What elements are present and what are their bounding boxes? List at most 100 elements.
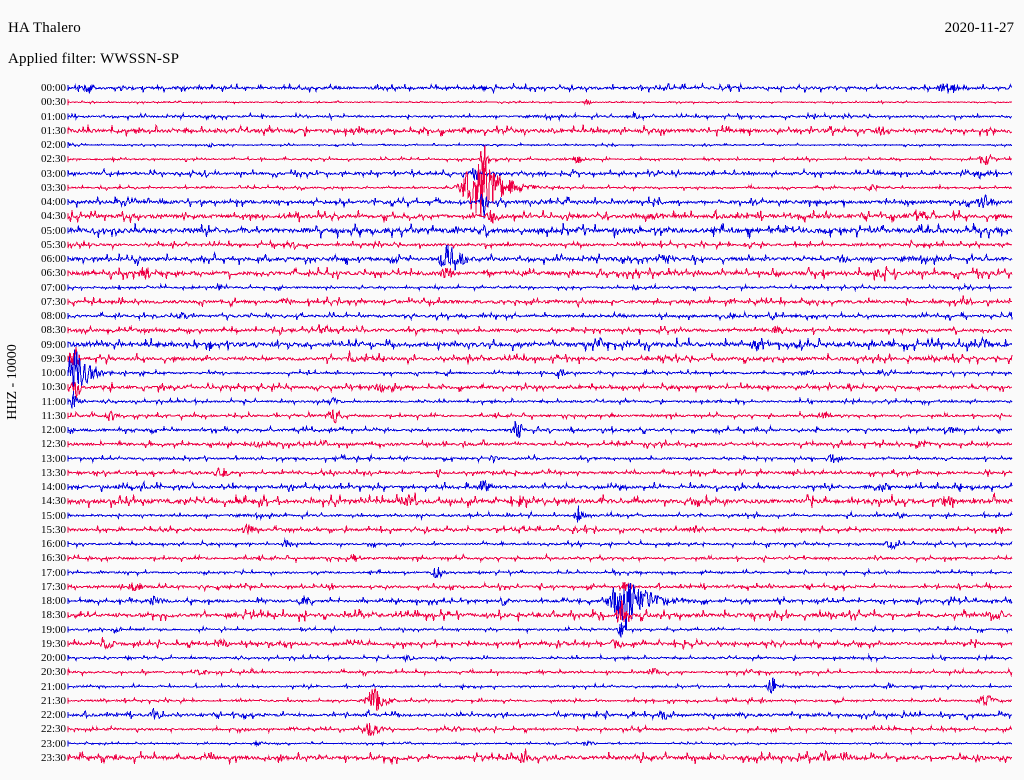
time-axis-label: 15:00 — [40, 509, 66, 522]
time-axis-label: 19:30 — [40, 637, 66, 650]
trace-line — [67, 381, 1013, 400]
trace-line — [67, 552, 1013, 564]
trace-line — [67, 141, 1013, 148]
time-axis-label: 01:00 — [40, 110, 66, 123]
time-axis-label: 09:00 — [40, 338, 66, 351]
time-axis-label: 02:00 — [40, 139, 66, 151]
time-axis-label: 07:30 — [40, 295, 66, 308]
time-axis-label: 06:30 — [40, 267, 66, 280]
time-axis-label: 15:30 — [40, 523, 66, 536]
time-axis-label: 16:30 — [40, 552, 66, 565]
applied-filter-label: Applied filter: WWSSN-SP — [8, 51, 180, 67]
trace-line — [67, 194, 1013, 219]
time-axis-label: 13:00 — [40, 452, 66, 465]
trace-line — [67, 324, 1013, 337]
trace-line — [68, 111, 1013, 122]
time-axis-label: 14:30 — [40, 495, 66, 508]
time-axis-label: 05:30 — [40, 238, 66, 251]
trace-line — [67, 581, 1013, 593]
time-axis-label: 00:30 — [40, 96, 66, 109]
trace-line — [67, 266, 1013, 282]
time-axis-label: 11:30 — [41, 409, 66, 422]
trace-line — [67, 167, 1013, 181]
time-axis-label: 00:00 — [40, 82, 66, 94]
trace-line — [67, 98, 1013, 106]
trace-line — [67, 723, 1013, 737]
time-axis-label: 06:00 — [40, 253, 66, 265]
time-axis-label: 04:30 — [40, 210, 66, 223]
trace-line — [67, 537, 1013, 550]
time-axis-label: 18:30 — [40, 609, 66, 622]
trace-line — [67, 467, 1013, 479]
time-axis-label: 10:00 — [40, 367, 66, 379]
plot-date-label: 2020-11-27 — [944, 20, 1014, 36]
trace-line — [67, 748, 1013, 765]
time-axis-label: 16:00 — [40, 538, 66, 550]
time-axis-label: 01:30 — [40, 124, 66, 137]
trace-line — [67, 567, 1013, 579]
time-axis-label: 09:30 — [40, 352, 66, 365]
trace-line — [67, 677, 1013, 695]
trace-line — [67, 582, 1013, 630]
time-axis-label: 23:30 — [40, 751, 66, 764]
trace-line — [67, 687, 1013, 711]
time-axis-label: 12:00 — [40, 424, 66, 436]
time-axis-label: 12:30 — [40, 438, 66, 451]
trace-line — [67, 409, 1013, 424]
time-axis-label: 17:30 — [40, 580, 66, 593]
trace-line — [67, 238, 1013, 251]
trace-line — [67, 222, 1013, 239]
trace-line — [67, 622, 1013, 638]
trace-line — [67, 282, 1013, 293]
trace-line — [67, 310, 1013, 322]
time-axis-label: 21:00 — [40, 680, 66, 693]
time-axis-label: 20:30 — [40, 666, 66, 679]
trace-line — [67, 347, 1013, 366]
trace-line — [67, 653, 1013, 663]
time-axis-label: 10:30 — [40, 381, 66, 394]
trace-line — [67, 145, 1013, 173]
trace-line — [67, 505, 1013, 523]
time-axis-label: 07:00 — [40, 281, 66, 294]
trace-line — [67, 438, 1013, 450]
time-axis-label: 22:00 — [40, 709, 66, 721]
trace-line — [67, 336, 1013, 353]
trace-line — [68, 523, 1013, 536]
trace-line — [67, 599, 1013, 623]
time-axis-label: 04:00 — [40, 196, 66, 208]
time-axis-label: 05:00 — [40, 224, 66, 237]
trace-line — [67, 349, 1013, 396]
time-axis-label: 02:30 — [40, 153, 66, 166]
trace-line — [67, 160, 1013, 217]
time-axis-label: 21:30 — [40, 694, 66, 707]
trace-line — [67, 209, 1013, 224]
time-axis-label: 19:00 — [40, 623, 66, 636]
station-title: HA Thalero — [8, 20, 81, 36]
time-axis-label: 08:30 — [40, 324, 66, 337]
time-axis-label: 13:30 — [40, 466, 66, 479]
trace-line — [67, 740, 1013, 748]
trace-line — [67, 420, 1013, 438]
trace-line — [67, 667, 1013, 678]
trace-line — [67, 244, 1013, 271]
time-axis-label: 08:00 — [40, 310, 66, 322]
time-axis-label: 18:00 — [40, 595, 66, 607]
trace-line — [67, 707, 1013, 721]
time-axis-label: 14:00 — [40, 481, 66, 493]
trace-line — [67, 492, 1013, 509]
trace-line — [67, 123, 1013, 138]
time-axis-label: 20:00 — [40, 652, 66, 664]
time-axis-label: 03:30 — [40, 181, 66, 194]
time-axis-label: 11:00 — [41, 395, 66, 408]
trace-line — [67, 81, 1013, 94]
trace-line — [67, 637, 1013, 651]
time-axis-label: 03:00 — [40, 167, 66, 180]
time-axis-label: 17:00 — [40, 566, 66, 579]
trace-line — [67, 393, 1013, 409]
trace-line — [67, 453, 1013, 464]
trace-line — [67, 479, 1013, 493]
time-axis-label: 22:30 — [40, 723, 66, 736]
